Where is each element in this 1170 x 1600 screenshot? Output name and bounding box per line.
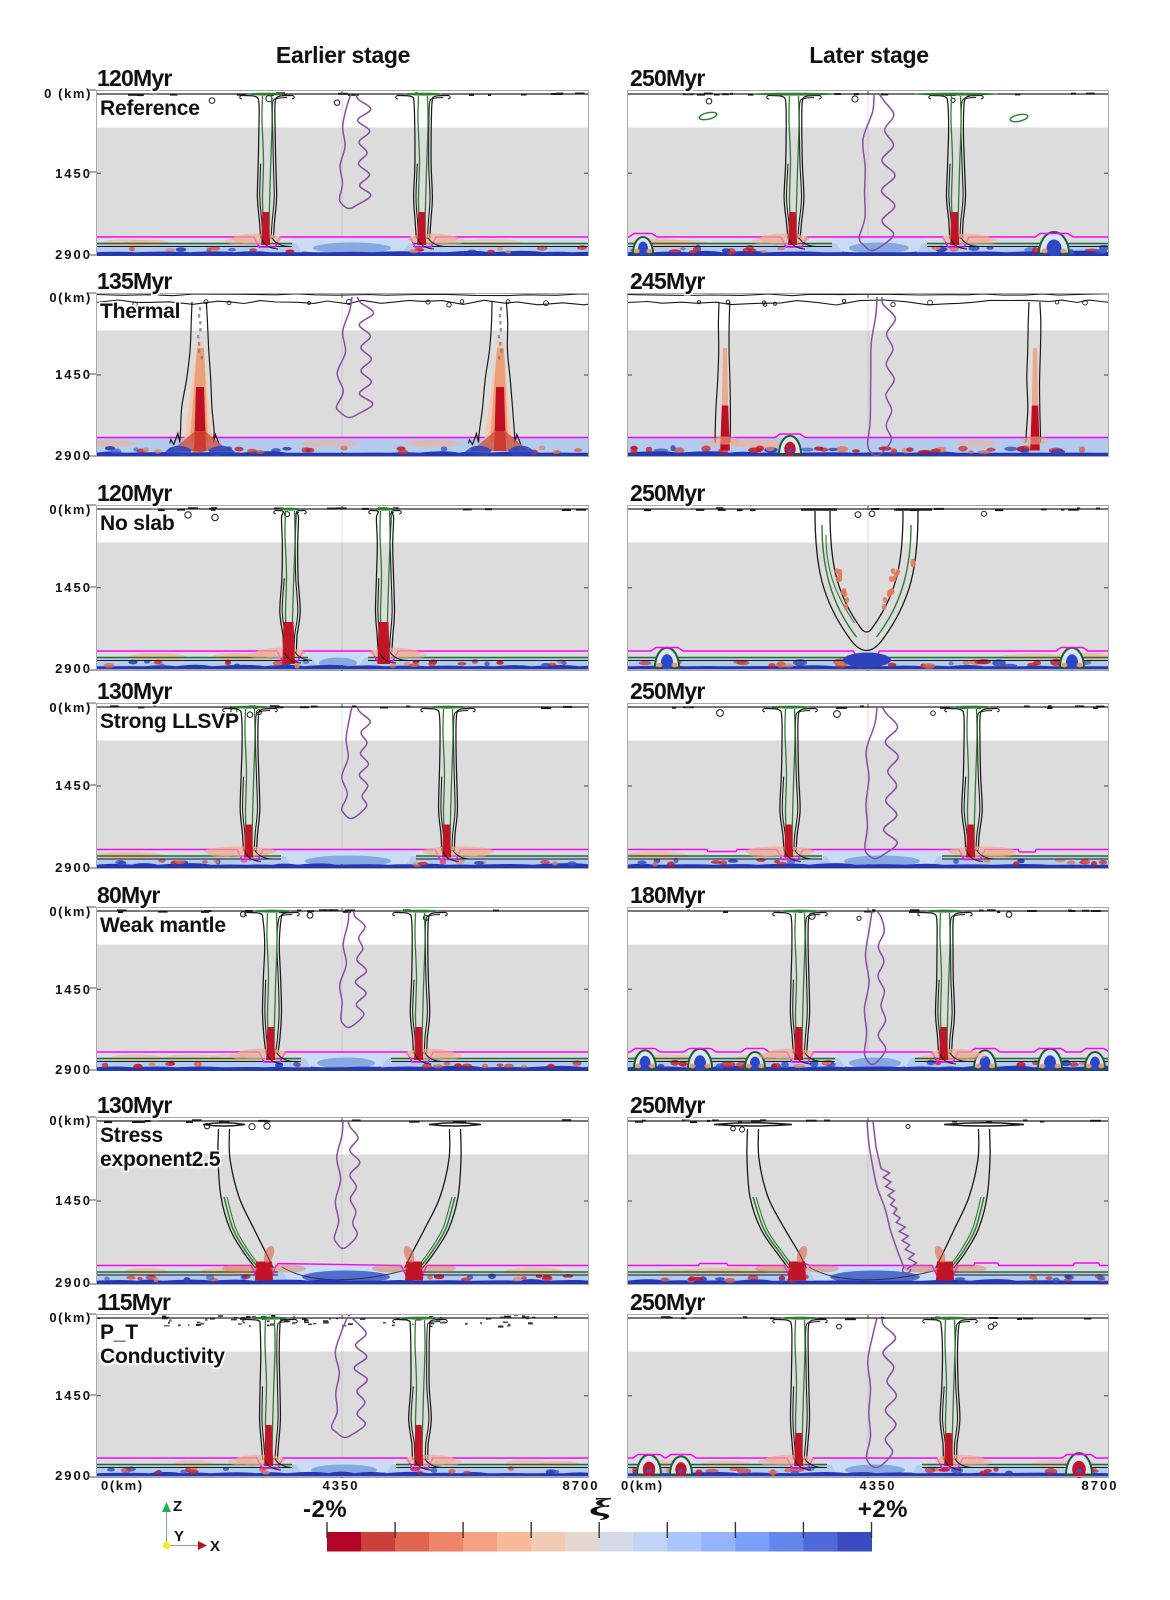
svg-text:X: X (210, 1538, 220, 1555)
svg-text:Z: Z (173, 1498, 182, 1515)
svg-text:Y: Y (174, 1528, 184, 1545)
